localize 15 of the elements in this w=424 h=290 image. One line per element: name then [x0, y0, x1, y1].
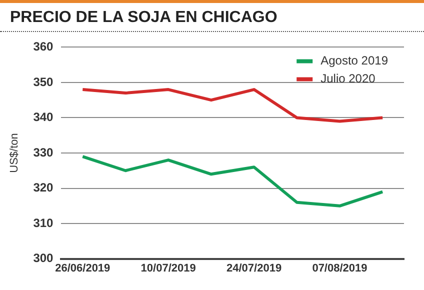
x-tick-label: 24/07/2019: [226, 262, 282, 274]
y-tick-label: 360: [33, 40, 54, 54]
y-tick-label: 330: [33, 145, 54, 160]
x-tick-label: 07/08/2019: [312, 262, 368, 274]
y-tick-label: 300: [33, 251, 54, 266]
x-tick-label: 10/07/2019: [140, 262, 196, 274]
x-tick-label: 26/06/2019: [55, 262, 110, 274]
legend-label: Julio 2020: [320, 72, 376, 86]
y-tick-label: 350: [33, 74, 54, 89]
chart-title: PRECIO DE LA SOJA EN CHICAGO: [0, 0, 424, 32]
y-tick-label: 320: [33, 180, 54, 195]
y-axis-title: US$/ton: [8, 133, 21, 173]
y-tick-label: 340: [33, 110, 54, 124]
legend-label: Agosto 2019: [320, 54, 388, 68]
y-tick-label: 310: [33, 216, 54, 230]
